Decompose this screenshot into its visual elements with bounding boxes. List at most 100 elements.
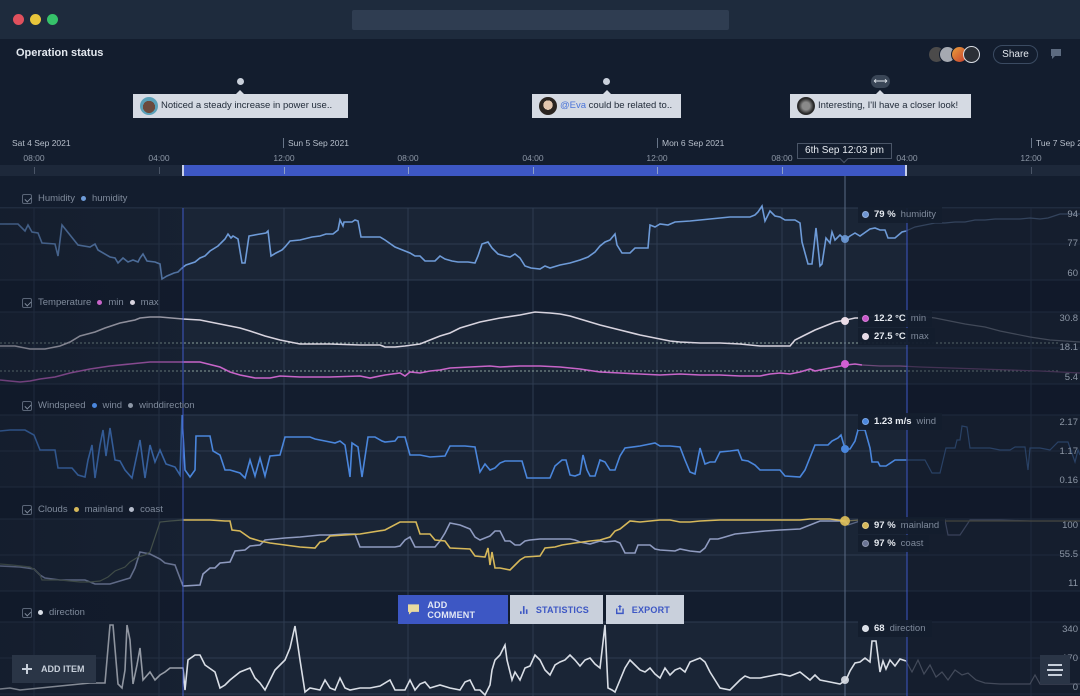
value-readout: 12.2 °C min [858,310,933,327]
legend-label[interactable]: coast [140,504,163,515]
y-axis-label: 100 [1062,520,1078,531]
panel-toggle-checkbox[interactable] [22,193,32,204]
hour-label: 08:00 [397,153,419,163]
range-end-handle[interactable] [905,165,907,176]
comment-text: Interesting, I'll have a closer look! [818,100,959,111]
panel-header-humidity: Humidity humidity [22,193,127,204]
panel-toggle-checkbox[interactable] [22,297,32,308]
y-axis-label: 340 [1062,624,1078,635]
date-label: Sat 4 Sep 2021 [12,138,71,148]
add-comment-button[interactable]: ADD COMMENT [398,595,508,624]
panel-title: Temperature [38,297,92,308]
timeline-tick [159,167,160,174]
collaborator-avatars[interactable] [928,46,984,64]
legend-dot-icon [97,300,103,305]
legend-label[interactable]: mainland [84,504,124,515]
panel-header-clouds: Clouds mainland coast [22,504,163,515]
readout-series: coast [900,538,924,549]
series-dot-icon [862,625,869,632]
value-readout: 27.5 °C max [858,328,935,345]
hour-label: 04:00 [522,153,544,163]
date-label: Tue 7 Sep 2021 [1031,138,1080,148]
date-label: Sun 5 Sep 2021 [283,138,349,148]
comment-anchor-dot[interactable] [237,78,244,85]
y-axis-label: 18.1 [1059,342,1079,353]
y-axis-label: 0 [1072,682,1078,693]
panel-toggle-checkbox[interactable] [22,607,32,618]
timeline-tick [34,167,35,174]
export-button[interactable]: EXPORT [606,595,684,624]
comment-bubble[interactable]: Interesting, I'll have a closer look! [790,90,971,118]
panel-header-temperature: Temperature min max [22,297,159,308]
readout-value: 97 % [874,538,896,549]
cursor-markers [840,235,850,684]
drag-handle-icon[interactable]: ⟷ [871,75,890,88]
user-mention[interactable]: @Eva [560,100,587,111]
menu-button[interactable] [1040,655,1070,684]
y-axis-label: 2.17 [1059,417,1079,428]
legend-label[interactable]: max [140,297,159,308]
share-button[interactable]: Share [993,45,1038,64]
hour-label: 12:00 [646,153,668,163]
minimize-window-button[interactable] [30,14,41,25]
y-axis-label: 5.4 [1064,372,1078,383]
range-boundary-lines [182,208,908,696]
readout-series: min [910,313,927,324]
add-comment-label: ADD COMMENT [427,599,476,620]
hour-label: 12:00 [1020,153,1042,163]
hour-label: 08:00 [23,153,45,163]
readout-value: 27.5 °C [874,331,906,342]
legend-label[interactable]: humidity [91,193,128,204]
readout-value: 12.2 °C [874,313,906,324]
bar-chart-icon [520,605,528,614]
timeline-tick [408,167,409,174]
legend-dot-icon [129,300,135,305]
readout-value: 68 [874,623,885,634]
add-item-button[interactable]: ADD ITEM [12,655,96,683]
hour-label: 04:00 [896,153,918,163]
chat-bubble-icon[interactable] [1050,48,1062,60]
close-window-button[interactable] [13,14,24,25]
legend-dot-icon [73,507,79,512]
timeline-tick [284,167,285,174]
readout-series: max [910,331,929,342]
panel-toggle-checkbox[interactable] [22,400,32,411]
maximize-window-button[interactable] [47,14,58,25]
out-of-range-overlay [907,208,1080,696]
panel-header-direction: direction [22,607,85,618]
out-of-range-overlay [0,208,182,696]
direction-line [0,624,907,696]
panel-toggle-checkbox[interactable] [22,504,32,515]
humidity-line-future [905,213,1080,232]
range-start-handle[interactable] [182,165,184,176]
readout-series: humidity [900,209,937,220]
legend-label[interactable]: wind [102,400,123,411]
export-label: EXPORT [631,604,670,615]
panel-title: Windspeed [38,400,86,411]
timeline-selected-range[interactable] [182,165,907,176]
legend-label[interactable]: winddirection [139,400,195,411]
comment-bubble[interactable]: @Eva could be related to.. [532,90,681,118]
comment-text: Noticed a steady increase in power use.. [161,100,333,111]
timeline-tick [1031,167,1032,174]
panel-header-windspeed: Windspeed wind winddirection [22,400,195,411]
hour-label: 08:00 [771,153,793,163]
clouds-mainland-line [183,518,847,571]
cursor-time-tooltip: 6th Sep 12:03 pm [797,143,892,164]
readout-value: 1.23 m/s [874,416,912,427]
avatar[interactable] [963,46,980,63]
series-dot-icon [862,333,869,340]
legend-label[interactable]: direction [49,607,85,618]
legend-label[interactable]: min [108,297,124,308]
y-axis-label: 77 [1067,238,1078,249]
comment-bubble[interactable]: Noticed a steady increase in power use.. [133,90,348,118]
y-axis-label: 55.5 [1059,549,1079,560]
panel-title: Clouds [38,504,68,515]
add-item-label: ADD ITEM [41,664,85,674]
address-bar[interactable] [352,10,729,30]
comment-anchor-dot[interactable] [603,78,610,85]
readout-series: direction [889,623,926,634]
statistics-label: STATISTICS [535,604,589,615]
statistics-button[interactable]: STATISTICS [510,595,603,624]
